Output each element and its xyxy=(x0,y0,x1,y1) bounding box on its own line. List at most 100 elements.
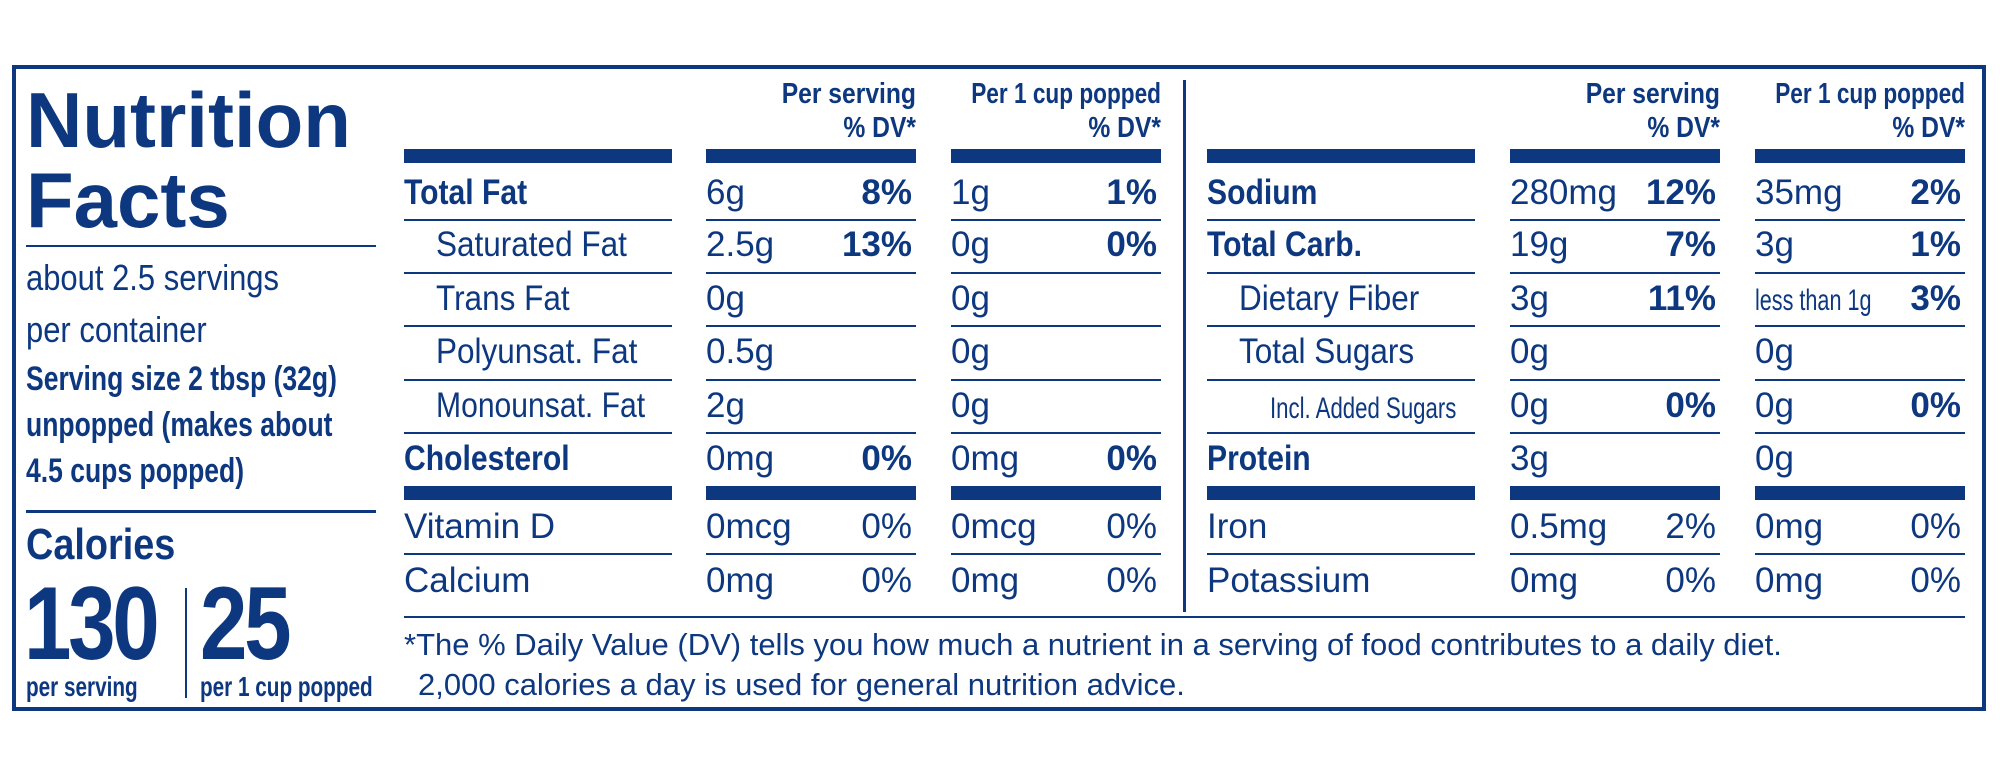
cup-dv: 3% xyxy=(1910,279,1961,318)
left-per-cup-header-2: % DV* xyxy=(1088,112,1161,144)
row-divider xyxy=(404,219,672,221)
nutrient-name: Total Fat xyxy=(404,173,528,212)
footnote-line-1: *The % Daily Value (DV) tells you how mu… xyxy=(404,627,1782,662)
nutrient-name: Trans Fat xyxy=(436,279,570,318)
cup-amount: 0mg xyxy=(1755,507,1824,546)
row-divider xyxy=(1755,379,1965,381)
row-divider xyxy=(1510,272,1720,274)
row-divider xyxy=(951,553,1161,555)
serving-amount: 3g xyxy=(1510,439,1549,478)
row-divider xyxy=(1755,553,1965,555)
cup-dv: 0% xyxy=(1910,386,1961,425)
serving-amount: 0g xyxy=(1510,386,1549,425)
nutrient-name: Total Sugars xyxy=(1239,332,1415,371)
cup-dv: 0% xyxy=(1106,225,1157,264)
nutrient-name: Saturated Fat xyxy=(436,225,627,264)
right-serving-top-bar xyxy=(1510,149,1720,163)
cup-amount: 0g xyxy=(951,279,990,318)
serving-dv: 12% xyxy=(1645,173,1716,212)
serving-amount: 2g xyxy=(706,386,745,425)
row-divider xyxy=(1510,379,1720,381)
calories-per-serving-value: 130 xyxy=(24,566,160,682)
serving-amount: 0g xyxy=(1510,332,1549,371)
cup-amount: 35mg xyxy=(1755,173,1843,212)
serving-dv: 8% xyxy=(861,173,912,212)
row-divider xyxy=(1755,272,1965,274)
row-divider xyxy=(404,379,672,381)
title-line-2: Facts xyxy=(26,156,230,244)
row-divider xyxy=(1207,325,1475,327)
left-serving-mid-bar xyxy=(706,486,916,500)
cup-amount: less than 1g xyxy=(1755,284,1872,317)
serving-size-line-1: Serving size 2 tbsp (32g) xyxy=(26,360,337,398)
calories-divider xyxy=(185,588,187,698)
left-cup-mid-bar xyxy=(951,486,1161,500)
right-per-serving-header-1: Per serving xyxy=(1585,78,1720,110)
left-cup-top-bar xyxy=(951,149,1161,163)
right-serving-mid-bar xyxy=(1510,486,1720,500)
serving-divider xyxy=(26,510,376,513)
nutrition-facts-panel xyxy=(12,65,1986,711)
serving-dv: 0% xyxy=(861,507,912,546)
right-cup-top-bar xyxy=(1755,149,1965,163)
serving-amount: 0mg xyxy=(706,561,775,600)
row-divider xyxy=(951,219,1161,221)
serving-dv: 0% xyxy=(1665,386,1716,425)
row-divider xyxy=(1510,432,1720,434)
serving-amount: 0.5g xyxy=(706,332,775,371)
nutrient-name: Polyunsat. Fat xyxy=(436,332,638,371)
row-divider xyxy=(1207,219,1475,221)
row-divider xyxy=(951,325,1161,327)
column-divider xyxy=(1183,80,1186,612)
row-divider xyxy=(706,219,916,221)
row-divider xyxy=(951,379,1161,381)
nutrient-name: Iron xyxy=(1207,507,1268,546)
left-per-serving-header-1: Per serving xyxy=(781,78,916,110)
row-divider xyxy=(1755,219,1965,221)
nutrient-name: Incl. Added Sugars xyxy=(1270,392,1457,425)
right-name-mid-bar xyxy=(1207,486,1475,500)
serving-amount: 0g xyxy=(706,279,745,318)
row-divider xyxy=(1207,553,1475,555)
serving-size-line-2: unpopped (makes about xyxy=(26,406,333,444)
nutrient-name: Vitamin D xyxy=(404,507,556,546)
nutrient-name: Protein xyxy=(1207,439,1311,478)
row-divider xyxy=(706,379,916,381)
right-per-cup-header-1: Per 1 cup popped xyxy=(1775,78,1965,110)
cup-amount: 0g xyxy=(1755,332,1794,371)
row-divider xyxy=(404,325,672,327)
cup-amount: 0mcg xyxy=(951,507,1037,546)
row-divider xyxy=(1510,553,1720,555)
footnote-divider xyxy=(404,616,1965,618)
row-divider xyxy=(951,432,1161,434)
row-divider xyxy=(404,553,672,555)
nutrient-name: Calcium xyxy=(404,561,531,600)
row-divider xyxy=(1207,379,1475,381)
cup-dv: 1% xyxy=(1910,225,1961,264)
nutrient-name: Dietary Fiber xyxy=(1239,279,1420,318)
servings-line-1: about 2.5 servings xyxy=(26,257,280,298)
row-divider xyxy=(706,325,916,327)
row-divider xyxy=(1207,272,1475,274)
serving-dv: 0% xyxy=(1665,561,1716,600)
cup-dv: 0% xyxy=(1106,439,1157,478)
serving-amount: 19g xyxy=(1510,225,1569,264)
serving-amount: 280mg xyxy=(1510,173,1618,212)
serving-size-line-3: 4.5 cups popped) xyxy=(26,452,245,490)
cup-amount: 1g xyxy=(951,173,990,212)
cup-amount: 0mg xyxy=(951,561,1020,600)
serving-dv: 13% xyxy=(841,225,912,264)
cup-amount: 0mg xyxy=(1755,561,1824,600)
cup-dv: 0% xyxy=(1910,507,1961,546)
row-divider xyxy=(706,553,916,555)
serving-dv: 7% xyxy=(1665,225,1716,264)
calories-per-cup-value: 25 xyxy=(200,566,292,682)
left-name-top-bar xyxy=(404,149,672,163)
title-divider xyxy=(26,245,376,247)
row-divider xyxy=(1755,432,1965,434)
nutrient-name: Total Carb. xyxy=(1207,225,1362,264)
cup-dv: 0% xyxy=(1106,507,1157,546)
row-divider xyxy=(951,272,1161,274)
nutrient-name: Potassium xyxy=(1207,561,1371,600)
cup-amount: 3g xyxy=(1755,225,1794,264)
